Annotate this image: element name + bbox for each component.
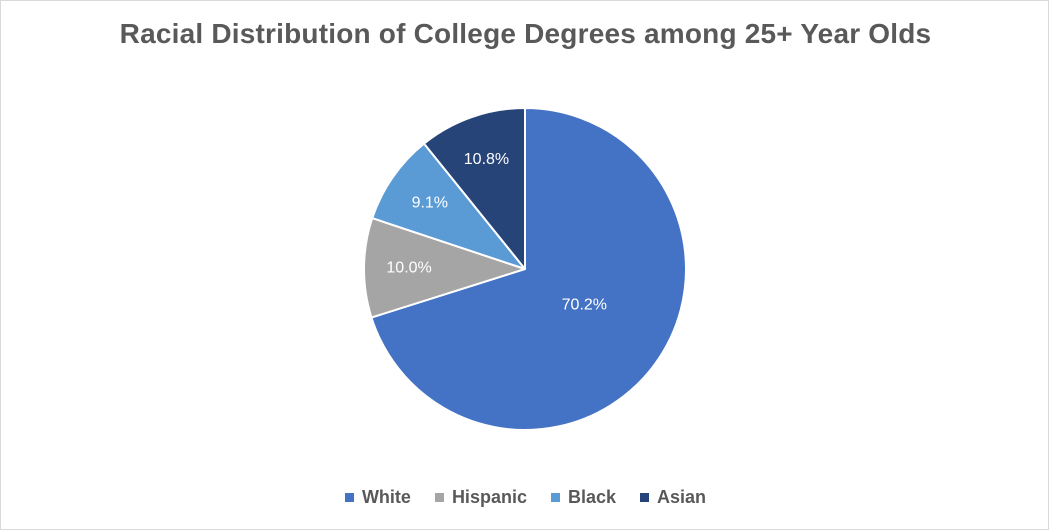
legend-item-asian: Asian [640,487,706,508]
pie-slice-hispanic [363,217,526,319]
data-label-black: 9.1% [412,194,448,211]
legend-swatch-asian [640,493,650,502]
data-label-hispanic: 10.0% [386,260,431,277]
legend-label-asian: Asian [657,487,707,507]
legend-item-black: Black [550,487,617,508]
pie-slice-black [371,142,526,270]
legend-label-hispanic: Hispanic [451,487,527,507]
legend: White Hispanic Black Asian [0,487,1051,508]
legend-label-black: Black [567,487,617,507]
legend-item-white: White [344,487,411,508]
data-label-asian: 10.8% [464,151,509,168]
pie-slices [363,107,687,431]
legend-label-white: White [361,487,411,507]
pie-slice-white [370,107,687,431]
data-label-white: 70.2% [562,297,607,314]
legend-item-hispanic: Hispanic [434,487,527,508]
legend-swatch-black [550,493,560,502]
chart-title: Racial Distribution of College Degrees a… [119,18,932,49]
legend-swatch-hispanic [434,493,444,502]
pie-slice-asian [423,107,526,270]
pie-data-labels: 70.2% 10.0% 9.1% 10.8% [386,151,607,313]
legend-swatch-white [344,493,354,502]
